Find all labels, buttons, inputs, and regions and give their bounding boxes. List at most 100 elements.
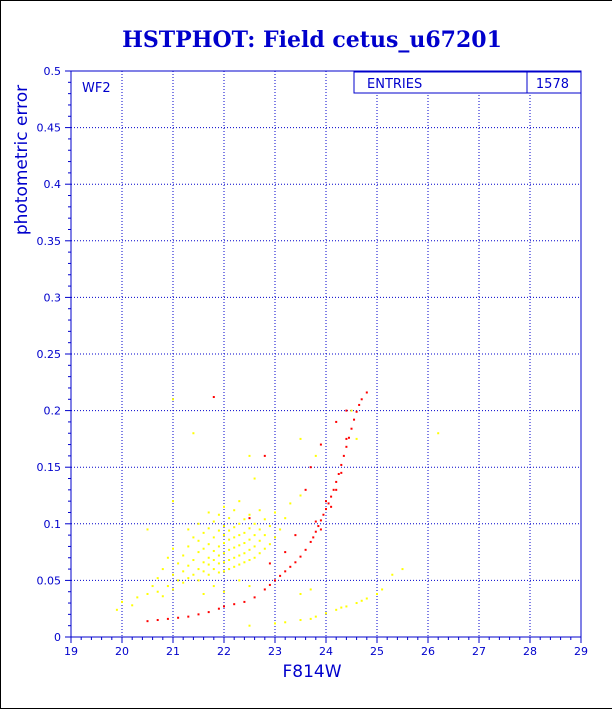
data-point-yellow (253, 477, 256, 480)
data-point-yellow (284, 621, 287, 624)
data-point-yellow (223, 505, 225, 508)
data-point-red (335, 488, 338, 491)
data-point-yellow (212, 520, 215, 523)
data-point-yellow (233, 546, 236, 549)
data-point-yellow (437, 432, 440, 435)
data-point-yellow (238, 500, 241, 503)
data-point-yellow (187, 545, 190, 548)
y-axis-label: photometric error (12, 85, 32, 235)
data-point-yellow (202, 547, 205, 550)
data-point-yellow (355, 602, 358, 605)
data-point-red (319, 519, 322, 522)
data-point-yellow (207, 527, 210, 530)
data-point-yellow (248, 454, 251, 457)
data-point-red (268, 562, 271, 565)
data-point-yellow (121, 600, 123, 603)
data-point-red (274, 579, 276, 582)
x-tick-label: 28 (523, 645, 537, 658)
data-point-yellow (161, 568, 164, 571)
data-point-yellow (335, 608, 338, 611)
data-point-yellow (274, 622, 276, 625)
data-point-yellow (243, 561, 246, 564)
data-point-yellow (202, 561, 205, 564)
data-point-yellow (182, 554, 185, 557)
data-point-yellow (223, 561, 225, 564)
y-tick-label: 0.45 (37, 122, 62, 135)
data-point-yellow (263, 518, 266, 521)
data-point-red (248, 517, 251, 520)
stats-box-frame (353, 71, 582, 94)
data-point-yellow (299, 494, 302, 497)
data-point-red (365, 391, 368, 394)
data-point-yellow (177, 579, 180, 582)
data-point-yellow (233, 556, 236, 559)
data-point-red (284, 551, 287, 554)
data-point-yellow (131, 604, 134, 607)
data-point-yellow (192, 573, 195, 576)
x-tick-labels: 19 20 21 22 23 24 25 26 27 28 29 (64, 637, 588, 658)
data-point-yellow (314, 454, 317, 457)
data-point-yellow (217, 571, 220, 574)
data-point-yellow (228, 538, 231, 541)
data-point-yellow (187, 528, 190, 531)
data-point-yellow (187, 564, 190, 567)
data-point-yellow (279, 528, 282, 531)
data-point-yellow (228, 548, 231, 551)
stats-box: ENTRIES 1578 (353, 71, 582, 94)
data-point-red (294, 534, 297, 537)
data-point-yellow (258, 539, 261, 542)
data-point-red (335, 480, 338, 483)
data-point-yellow (248, 585, 251, 588)
data-point-yellow (172, 573, 174, 576)
x-tick-label: 20 (115, 645, 129, 658)
data-point-yellow (146, 528, 149, 531)
data-point-red (345, 437, 348, 440)
data-point-yellow (274, 511, 276, 514)
data-point-red (294, 561, 297, 564)
data-point-yellow (248, 527, 251, 530)
data-point-yellow (238, 579, 241, 582)
data-point-yellow (253, 545, 256, 548)
data-point-yellow (258, 552, 261, 555)
x-axis-label: F814W (282, 662, 341, 682)
y-tick-label: 0 (54, 631, 61, 644)
data-point-yellow (355, 437, 358, 440)
data-point-yellow (258, 528, 261, 531)
data-point-yellow (228, 568, 231, 571)
data-point-yellow (177, 562, 180, 565)
data-point-yellow (309, 588, 312, 591)
data-point-red (325, 508, 327, 511)
data-point-yellow (299, 592, 302, 595)
data-point-yellow (207, 563, 210, 566)
data-point-yellow (243, 531, 246, 534)
x-tick-label: 29 (574, 645, 588, 658)
y-tick-label: 0.2 (44, 405, 62, 418)
data-point-yellow (228, 529, 231, 532)
data-point-yellow (212, 559, 215, 562)
data-point-yellow (197, 579, 200, 582)
data-point-red (243, 600, 246, 603)
data-point-yellow (207, 556, 210, 559)
data-point-red (268, 583, 271, 586)
y-tick-label: 0.1 (44, 518, 62, 531)
data-point-yellow (182, 570, 185, 573)
data-point-yellow (314, 615, 317, 618)
data-point-yellow (360, 599, 363, 602)
data-point-yellow (136, 596, 139, 599)
x-tick-label: 21 (166, 645, 180, 658)
data-point-red (279, 574, 282, 577)
data-point-yellow (223, 525, 225, 528)
data-point-yellow (172, 500, 174, 503)
data-point-yellow (253, 522, 256, 525)
data-point-yellow (248, 624, 251, 627)
chart-title: HSTPHOT: Field cetus_u67201 (122, 27, 502, 53)
data-point-yellow (217, 513, 220, 516)
data-point-yellow (268, 525, 271, 528)
data-point-red (304, 488, 307, 491)
data-point-red (187, 615, 190, 618)
data-point-yellow (217, 529, 220, 532)
data-point-yellow (248, 559, 251, 562)
data-point-yellow (207, 511, 210, 514)
x-tick-label: 24 (319, 645, 333, 658)
data-point-yellow (233, 509, 236, 512)
